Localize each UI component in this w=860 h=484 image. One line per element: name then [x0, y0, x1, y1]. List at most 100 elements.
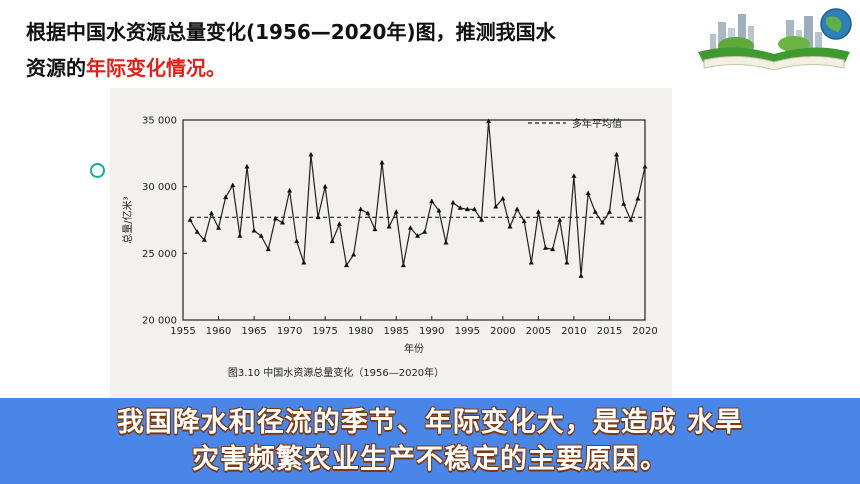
data-point — [486, 118, 492, 124]
data-point — [542, 245, 548, 250]
data-point — [336, 221, 342, 226]
legend-label: 多年平均值 — [572, 117, 622, 130]
data-point — [528, 259, 534, 265]
data-point — [208, 210, 214, 216]
data-point — [550, 246, 556, 252]
data-point — [471, 206, 477, 212]
x-tick-label: 1990 — [419, 326, 444, 337]
data-point — [237, 233, 243, 238]
x-tick-label: 1970 — [277, 326, 302, 337]
data-point — [585, 190, 591, 196]
data-point — [606, 209, 612, 214]
x-tick-label: 1980 — [348, 326, 373, 337]
data-point — [386, 223, 392, 229]
data-point — [578, 273, 584, 278]
data-point — [507, 223, 513, 229]
data-point — [443, 239, 449, 245]
x-tick-label: 1955 — [170, 326, 195, 337]
series-line — [189, 121, 646, 277]
question-line-2-prefix: 资源的 — [26, 56, 86, 80]
data-point — [571, 173, 577, 178]
conclusion-line-2: 灾害频繁农业生产不稳定的主要原因。 — [192, 444, 668, 475]
question-line-1: 根据中国水资源总量变化(1956—2020年)图，推测我国水 — [26, 20, 556, 44]
x-axis-label: 年份 — [404, 342, 424, 355]
data-point — [457, 205, 463, 210]
x-tick-label: 2015 — [597, 326, 622, 337]
data-point — [287, 187, 293, 193]
y-tick-label: 20 000 — [142, 316, 177, 327]
data-point — [450, 199, 456, 205]
data-point — [599, 219, 605, 225]
data-point — [223, 194, 229, 200]
data-point — [422, 229, 428, 234]
x-tick-label: 1960 — [206, 326, 231, 337]
chart-legend: 多年平均值 — [528, 117, 622, 130]
data-point — [436, 207, 442, 213]
data-point — [379, 159, 385, 165]
data-point — [464, 206, 470, 212]
data-point — [265, 246, 271, 252]
y-tick-label: 30 000 — [142, 182, 177, 193]
x-tick-label: 2005 — [526, 326, 551, 337]
data-point — [621, 201, 627, 206]
conclusion-text: 我国降水和径流的季节、年际变化大，是造成 水旱 灾害频繁农业生产不稳定的主要原因… — [20, 404, 840, 478]
data-point — [429, 198, 435, 204]
data-point — [407, 225, 413, 230]
data-point — [230, 182, 236, 188]
book-icon — [694, 2, 856, 72]
data-point — [294, 238, 300, 244]
data-point — [557, 217, 563, 222]
data-point — [201, 237, 207, 242]
data-point — [393, 209, 399, 214]
x-tick-label: 2000 — [490, 326, 515, 337]
data-point — [343, 262, 349, 268]
y-axis-label: 总量/亿米³ — [121, 196, 134, 243]
question-highlight: 年际变化情况。 — [86, 56, 226, 80]
data-point — [272, 215, 278, 221]
bullet-icon — [90, 163, 105, 178]
x-tick-label: 1965 — [241, 326, 266, 337]
data-point — [216, 225, 222, 230]
data-point — [358, 206, 364, 212]
data-point — [415, 233, 421, 238]
x-tick-label: 2010 — [561, 326, 586, 337]
x-tick-label: 1985 — [384, 326, 409, 337]
data-point — [564, 259, 570, 265]
data-point — [322, 183, 328, 189]
data-point — [194, 229, 200, 234]
question-text: 根据中国水资源总量变化(1956—2020年)图，推测我国水 资源的年际变化情况… — [26, 14, 666, 86]
data-point — [301, 259, 307, 265]
data-point — [628, 217, 634, 222]
x-tick-label: 1995 — [455, 326, 480, 337]
data-point — [308, 151, 314, 157]
conclusion-line-1: 我国降水和径流的季节、年际变化大，是造成 水旱 — [116, 407, 744, 438]
data-point — [351, 251, 357, 257]
y-tick-label: 35 000 — [142, 116, 177, 127]
data-point — [251, 227, 257, 233]
data-point — [493, 203, 499, 209]
data-point — [187, 217, 193, 222]
data-point — [521, 218, 527, 224]
data-point — [244, 163, 250, 169]
data-point — [514, 206, 520, 212]
line-chart: 1955 1960 1965 1970 1975 1980 1985 1990 1995 2000… — [121, 116, 658, 380]
data-point — [315, 214, 321, 220]
data-point — [635, 195, 641, 201]
data-point — [535, 209, 541, 214]
data-point — [365, 210, 371, 216]
data-point — [280, 219, 286, 225]
data-point — [258, 233, 264, 238]
data-point — [592, 209, 598, 214]
chart-caption: 图3.10 中国水资源总量变化（1956—2020年） — [228, 366, 444, 379]
data-point — [400, 262, 406, 268]
y-tick-label: 25 000 — [142, 249, 177, 260]
plot-frame — [182, 119, 646, 321]
data-point — [614, 151, 620, 157]
conclusion-banner — [0, 398, 860, 484]
data-point — [329, 238, 335, 244]
x-tick-label: 1975 — [312, 326, 337, 337]
question-line-2: 资源的年际变化情况。 — [26, 50, 666, 86]
data-point — [479, 217, 485, 222]
x-tick-label: 2020 — [632, 326, 657, 337]
data-point — [500, 195, 506, 201]
